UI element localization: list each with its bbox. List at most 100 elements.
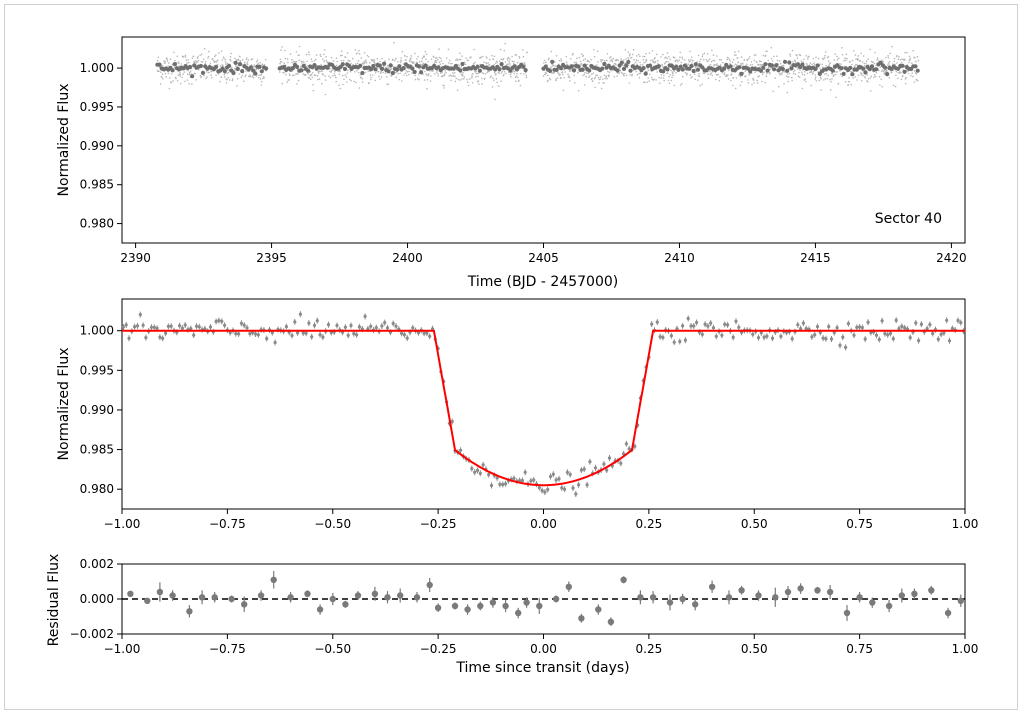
raw-flux-point xyxy=(298,45,301,48)
raw-flux-point xyxy=(258,76,260,79)
raw-flux-point xyxy=(165,76,167,78)
raw-flux-point xyxy=(229,58,231,61)
raw-flux-point xyxy=(222,64,224,67)
raw-flux-point xyxy=(616,75,618,77)
raw-flux-point xyxy=(639,64,642,66)
raw-flux-point xyxy=(220,50,223,52)
binned-flux-point xyxy=(674,64,679,69)
raw-flux-point xyxy=(336,64,338,67)
folded-flux-point xyxy=(402,333,406,337)
raw-flux-point xyxy=(196,60,198,63)
raw-flux-point xyxy=(625,58,627,60)
raw-flux-point xyxy=(642,81,645,84)
raw-flux-point xyxy=(900,71,902,74)
binned-flux-point xyxy=(748,69,753,74)
folded-flux-point xyxy=(866,320,870,324)
raw-flux-point xyxy=(641,63,644,66)
residual-point xyxy=(755,592,762,599)
raw-flux-point xyxy=(818,79,820,82)
raw-flux-point xyxy=(328,75,330,78)
raw-flux-point xyxy=(824,73,826,75)
raw-flux-point xyxy=(245,58,248,61)
binned-flux-point xyxy=(763,62,768,67)
binned-flux-point xyxy=(290,66,295,71)
raw-flux-point xyxy=(623,74,625,77)
raw-flux-point xyxy=(569,70,572,73)
raw-flux-point xyxy=(194,72,196,75)
raw-flux-point xyxy=(577,89,580,92)
raw-flux-point xyxy=(430,75,432,77)
raw-flux-point xyxy=(851,59,854,62)
raw-flux-point xyxy=(629,53,631,55)
folded-flux-point xyxy=(661,335,665,340)
raw-flux-point xyxy=(817,57,820,60)
binned-flux-point xyxy=(412,69,417,75)
raw-flux-point xyxy=(805,80,807,83)
raw-flux-point xyxy=(487,62,490,64)
raw-flux-point xyxy=(243,80,245,82)
raw-flux-point xyxy=(560,58,562,60)
residual-point xyxy=(257,592,265,599)
binned-flux-point xyxy=(769,63,775,68)
binned-flux-point xyxy=(305,68,311,73)
raw-flux-point xyxy=(844,81,847,83)
raw-flux-point xyxy=(765,72,768,75)
raw-flux-point xyxy=(329,67,332,70)
raw-flux-point xyxy=(770,57,773,60)
raw-flux-point xyxy=(197,59,200,62)
raw-flux-point xyxy=(161,73,164,76)
raw-flux-point xyxy=(887,55,889,57)
folded-flux-point xyxy=(473,470,477,474)
raw-flux-point xyxy=(753,82,755,84)
raw-flux-point xyxy=(705,58,708,61)
raw-flux-point xyxy=(223,76,226,78)
raw-flux-point xyxy=(402,63,405,65)
raw-flux-point xyxy=(380,70,383,73)
raw-flux-point xyxy=(184,80,186,83)
raw-flux-point xyxy=(825,51,827,53)
raw-flux-point xyxy=(220,76,223,78)
raw-flux-point xyxy=(785,75,788,77)
raw-flux-point xyxy=(508,62,511,64)
residual-point xyxy=(241,601,248,608)
raw-flux-point xyxy=(848,81,851,83)
folded-flux-point xyxy=(537,486,541,490)
raw-flux-point xyxy=(424,50,427,53)
binned-flux-point xyxy=(839,66,844,71)
raw-flux-point xyxy=(204,62,207,65)
raw-flux-point xyxy=(774,77,776,79)
folded-flux-point xyxy=(751,332,755,336)
raw-flux-point xyxy=(544,73,546,76)
raw-flux-point xyxy=(586,63,589,66)
folded-flux-point xyxy=(852,333,856,337)
raw-flux-point xyxy=(184,56,187,58)
raw-flux-point xyxy=(852,77,854,79)
folded-flux-point xyxy=(731,335,735,339)
raw-flux-point xyxy=(654,57,656,59)
folded-flux-point xyxy=(501,482,505,487)
raw-flux-point xyxy=(542,75,545,77)
raw-flux-point xyxy=(889,52,891,55)
raw-flux-point xyxy=(562,68,564,71)
folded-flux-point xyxy=(950,326,955,331)
raw-flux-point xyxy=(732,84,734,87)
raw-flux-point xyxy=(668,75,670,78)
raw-flux-point xyxy=(555,78,557,80)
raw-flux-point xyxy=(324,75,326,77)
raw-flux-point xyxy=(877,60,880,62)
folded-flux-point xyxy=(841,335,845,339)
binned-flux-point xyxy=(874,67,879,72)
raw-flux-point xyxy=(575,61,577,64)
raw-flux-point xyxy=(316,75,319,77)
raw-flux-point xyxy=(838,57,840,60)
folded-flux-point xyxy=(520,478,525,483)
raw-flux-point xyxy=(262,76,265,78)
x-tick-label: −0.75 xyxy=(209,642,246,656)
raw-flux-point xyxy=(321,70,323,72)
raw-flux-point xyxy=(493,64,495,66)
raw-flux-point xyxy=(319,70,321,73)
binned-flux-point xyxy=(643,71,648,76)
binned-flux-point xyxy=(841,71,846,76)
raw-flux-point xyxy=(206,76,208,78)
folded-flux-point xyxy=(383,321,387,325)
